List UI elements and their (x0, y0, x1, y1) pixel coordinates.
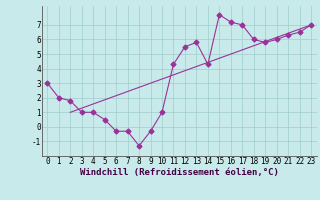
X-axis label: Windchill (Refroidissement éolien,°C): Windchill (Refroidissement éolien,°C) (80, 168, 279, 177)
